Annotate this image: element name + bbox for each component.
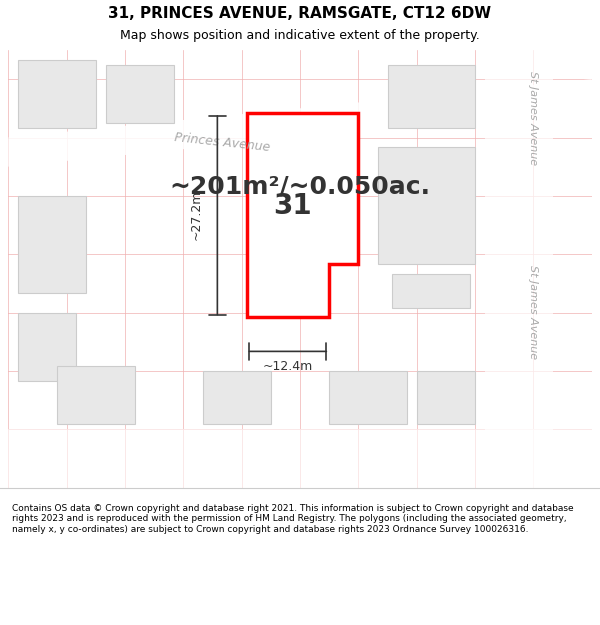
Bar — [18, 312, 76, 381]
Text: Princes Avenue: Princes Avenue — [173, 131, 271, 154]
Bar — [392, 274, 470, 308]
Text: St James Avenue: St James Avenue — [529, 266, 538, 359]
Polygon shape — [485, 50, 553, 488]
Bar — [388, 64, 475, 128]
Text: Map shows position and indicative extent of the property.: Map shows position and indicative extent… — [120, 29, 480, 42]
Text: Contains OS data © Crown copyright and database right 2021. This information is : Contains OS data © Crown copyright and d… — [12, 504, 574, 534]
Polygon shape — [8, 429, 592, 488]
Bar — [378, 148, 475, 264]
Text: St James Avenue: St James Avenue — [529, 71, 538, 165]
Bar — [57, 366, 135, 424]
Text: ~201m²/~0.050ac.: ~201m²/~0.050ac. — [170, 174, 431, 198]
Text: 31, PRINCES AVENUE, RAMSGATE, CT12 6DW: 31, PRINCES AVENUE, RAMSGATE, CT12 6DW — [109, 6, 491, 21]
Polygon shape — [8, 79, 592, 167]
Text: ~27.2m: ~27.2m — [190, 190, 202, 241]
Bar — [416, 371, 475, 424]
Bar — [106, 64, 173, 123]
Bar — [329, 371, 407, 424]
Bar — [18, 196, 86, 293]
Polygon shape — [261, 127, 344, 279]
Polygon shape — [247, 113, 358, 318]
Text: 31: 31 — [274, 191, 312, 219]
Text: ~12.4m: ~12.4m — [263, 361, 313, 374]
Bar — [18, 60, 96, 127]
Bar — [203, 371, 271, 424]
